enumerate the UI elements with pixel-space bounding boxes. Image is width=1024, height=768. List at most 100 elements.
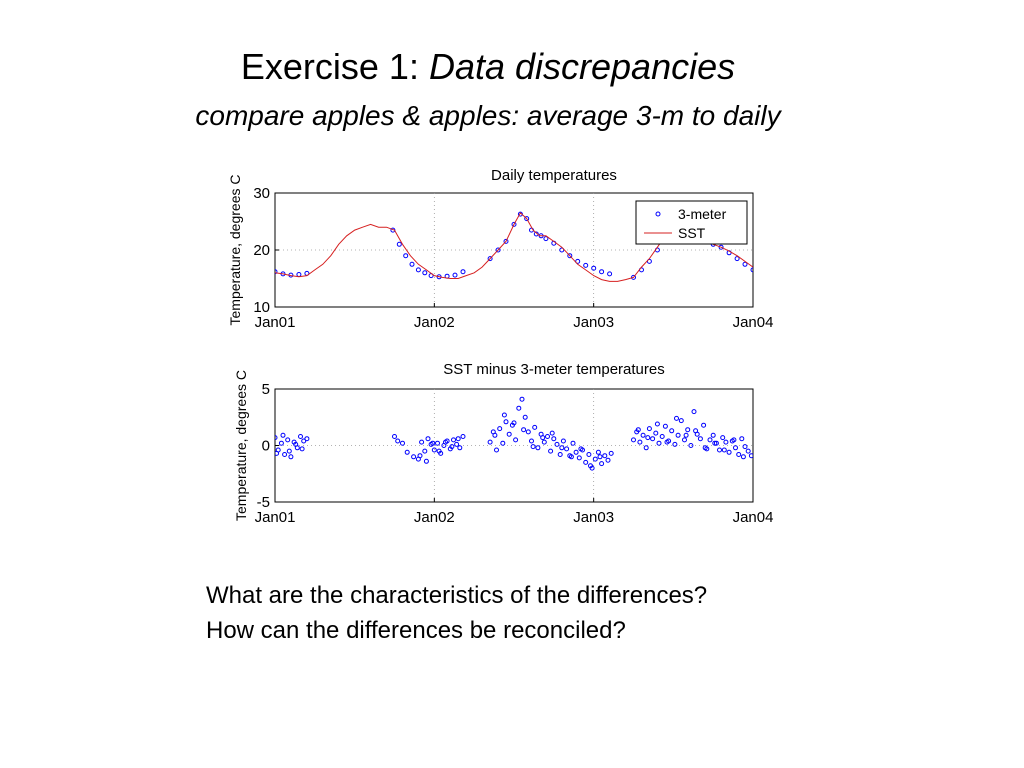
data-point xyxy=(535,445,541,451)
slide-subtitle: compare apples & apples: average 3-m to … xyxy=(195,100,781,131)
data-point xyxy=(682,437,687,443)
data-point xyxy=(669,428,675,434)
data-point xyxy=(487,256,493,262)
data-point xyxy=(503,238,509,244)
chart-2: Jan01 Jan02 Jan03 Jan04 -5 0 5 SST minus 3-mete… xyxy=(233,361,773,526)
data-point xyxy=(395,438,401,444)
data-point xyxy=(524,216,530,222)
data-point xyxy=(748,453,753,459)
data-point xyxy=(718,244,724,250)
legend-marker-3m xyxy=(655,211,661,217)
data-point xyxy=(697,436,703,442)
data-point xyxy=(734,256,740,262)
data-point xyxy=(564,446,570,452)
data-point xyxy=(720,435,726,441)
data-point xyxy=(683,432,689,438)
data-point xyxy=(423,458,429,464)
data-point xyxy=(740,454,746,460)
data-point xyxy=(736,452,742,457)
data-point xyxy=(404,449,410,455)
y-tick-label: 0 xyxy=(262,438,270,455)
y-tick-label: 30 xyxy=(253,185,270,202)
data-point xyxy=(721,447,727,453)
x-tick-label: Jan04 xyxy=(733,509,774,526)
y-tick-label: 20 xyxy=(253,242,270,259)
data-point xyxy=(275,450,280,456)
legend-label: SST xyxy=(678,225,706,241)
data-point xyxy=(497,426,503,432)
data-point xyxy=(275,435,278,441)
data-point xyxy=(659,434,665,439)
data-point xyxy=(591,265,597,271)
data-point xyxy=(573,449,579,455)
data-point xyxy=(707,437,713,443)
data-point xyxy=(503,419,509,425)
data-point xyxy=(750,267,753,273)
data-point xyxy=(545,434,550,439)
data-point xyxy=(710,432,716,438)
data-point xyxy=(457,445,463,451)
chart-title: SST minus 3-meter temperatures xyxy=(443,361,664,378)
data-point xyxy=(286,448,292,454)
data-point xyxy=(280,432,286,438)
data-point xyxy=(595,449,601,455)
data-point xyxy=(631,437,636,443)
data-point xyxy=(487,439,493,445)
data-point xyxy=(713,440,719,446)
data-point xyxy=(712,440,718,446)
data-point xyxy=(588,463,593,469)
data-point xyxy=(599,461,605,467)
data-point xyxy=(733,445,738,451)
data-point xyxy=(392,434,397,439)
data-point xyxy=(559,445,565,451)
data-point xyxy=(685,427,691,433)
data-point xyxy=(643,445,649,451)
data-point xyxy=(678,418,684,424)
data-point xyxy=(745,448,751,454)
data-point xyxy=(430,440,436,446)
data-point xyxy=(599,269,605,275)
data-point xyxy=(583,262,589,268)
data-point xyxy=(653,430,659,436)
data-point xyxy=(422,270,428,276)
x-tick-label: Jan04 xyxy=(733,314,774,331)
data-point xyxy=(516,405,522,411)
data-point xyxy=(275,269,278,275)
data-point xyxy=(576,455,582,461)
data-point xyxy=(675,432,681,438)
data-point xyxy=(419,439,425,445)
data-point xyxy=(396,241,402,247)
data-point xyxy=(494,447,499,453)
x-tick-label: Jan02 xyxy=(414,509,455,526)
data-point xyxy=(299,446,305,452)
data-point xyxy=(409,261,415,267)
data-point xyxy=(742,261,748,267)
data-point xyxy=(583,459,589,465)
data-point xyxy=(568,454,574,460)
data-point xyxy=(492,432,498,438)
data-point xyxy=(540,435,546,441)
data-point xyxy=(664,439,670,445)
data-point xyxy=(650,436,656,442)
data-point xyxy=(742,444,748,450)
data-point xyxy=(403,253,409,259)
data-point xyxy=(637,439,643,445)
data-point xyxy=(654,421,660,427)
slide-title-prefix: Exercise 1: xyxy=(240,46,429,87)
data-point xyxy=(602,453,608,459)
data-point xyxy=(578,446,584,452)
data-point xyxy=(662,423,668,429)
data-point xyxy=(417,453,423,459)
data-point xyxy=(285,437,291,443)
questions-block: What are the characteristics of the diff… xyxy=(206,578,707,648)
data-point xyxy=(298,434,303,439)
data-point xyxy=(597,454,603,460)
data-point xyxy=(739,436,745,442)
data-point xyxy=(301,438,307,444)
data-point xyxy=(551,436,557,442)
legend-label: 3-meter xyxy=(678,206,727,222)
data-point xyxy=(495,247,501,253)
data-point xyxy=(525,429,531,435)
data-point xyxy=(304,436,310,442)
data-point xyxy=(548,448,554,454)
